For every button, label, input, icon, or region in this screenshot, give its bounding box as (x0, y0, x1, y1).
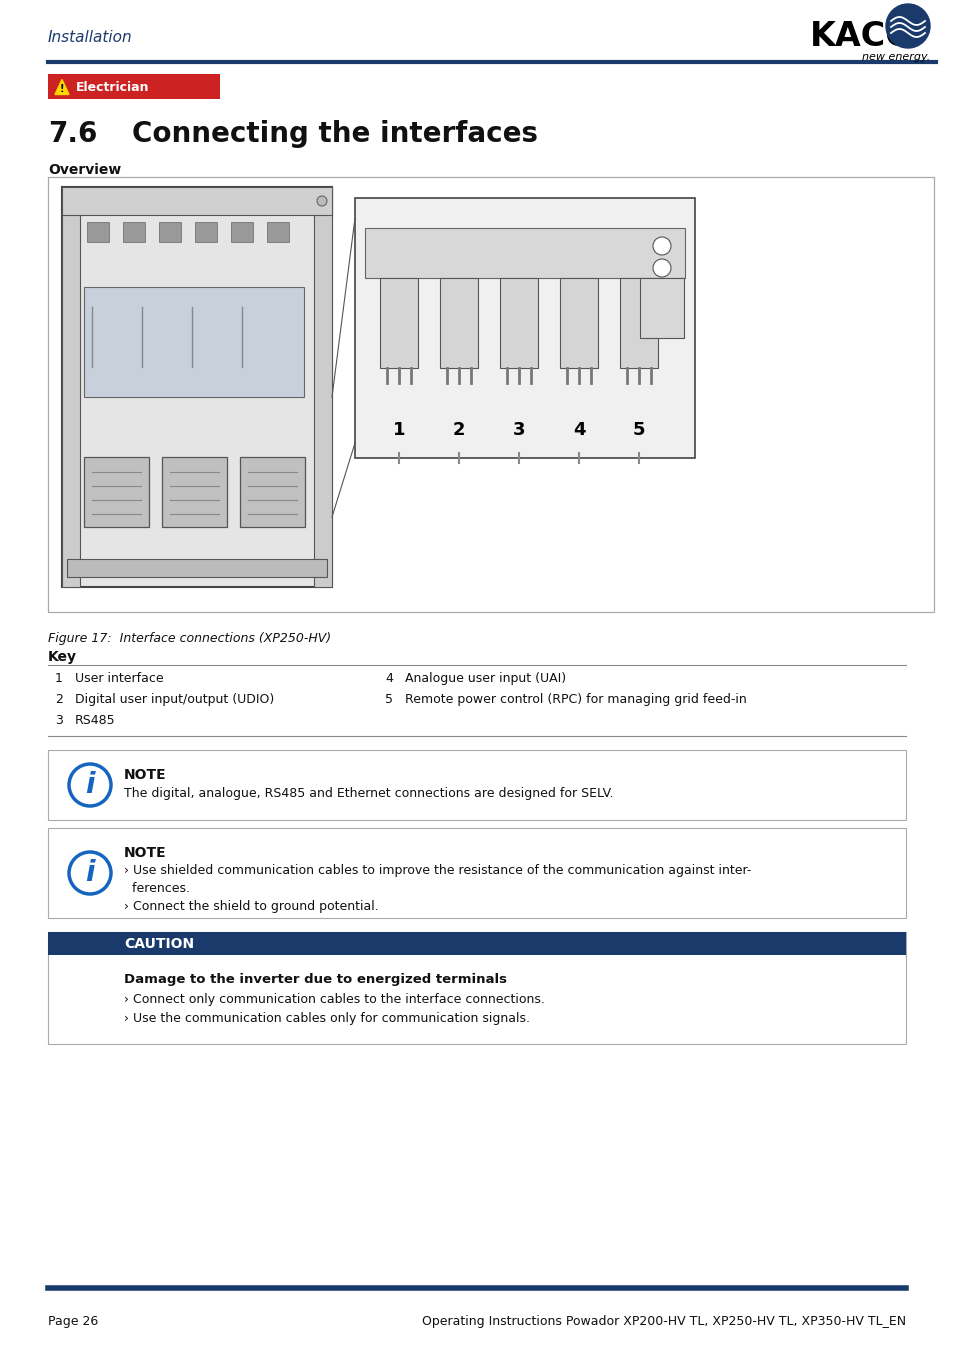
FancyBboxPatch shape (365, 228, 684, 278)
FancyBboxPatch shape (194, 221, 216, 242)
Text: !: ! (60, 84, 64, 93)
FancyBboxPatch shape (48, 931, 905, 1044)
FancyBboxPatch shape (314, 188, 332, 587)
Text: Key: Key (48, 649, 77, 664)
Text: Damage to the inverter due to energized terminals: Damage to the inverter due to energized … (124, 973, 506, 985)
Text: › Use the communication cables only for communication signals.: › Use the communication cables only for … (124, 1012, 530, 1025)
Text: Analogue user input (UAI): Analogue user input (UAI) (405, 672, 565, 684)
FancyBboxPatch shape (62, 188, 332, 215)
FancyBboxPatch shape (355, 198, 695, 458)
FancyBboxPatch shape (48, 177, 933, 612)
FancyBboxPatch shape (559, 278, 598, 369)
FancyBboxPatch shape (267, 221, 289, 242)
Circle shape (69, 852, 111, 894)
Text: 7.6: 7.6 (48, 120, 97, 148)
FancyBboxPatch shape (48, 931, 905, 954)
Text: Electrician: Electrician (76, 81, 150, 95)
Text: i: i (85, 859, 94, 887)
Text: The digital, analogue, RS485 and Ethernet connections are designed for SELV.: The digital, analogue, RS485 and Etherne… (124, 787, 613, 801)
Text: › Connect the shield to ground potential.: › Connect the shield to ground potential… (124, 900, 378, 913)
FancyBboxPatch shape (439, 278, 477, 369)
Text: CAUTION: CAUTION (124, 937, 193, 952)
Text: Figure 17:  Interface connections (XP250-HV): Figure 17: Interface connections (XP250-… (48, 632, 331, 645)
FancyBboxPatch shape (48, 828, 905, 918)
Text: Remote power control (RPC) for managing grid feed-in: Remote power control (RPC) for managing … (405, 693, 746, 706)
Circle shape (69, 764, 111, 806)
Text: Operating Instructions Powador XP200-HV TL, XP250-HV TL, XP350-HV TL_EN: Operating Instructions Powador XP200-HV … (421, 1315, 905, 1328)
Circle shape (652, 238, 670, 255)
Text: 5: 5 (385, 693, 393, 706)
FancyBboxPatch shape (231, 221, 253, 242)
Text: 3: 3 (55, 714, 63, 728)
FancyBboxPatch shape (159, 221, 181, 242)
FancyBboxPatch shape (240, 458, 305, 526)
Text: Installation: Installation (48, 30, 132, 45)
Text: 2: 2 (453, 421, 465, 439)
Text: › Use shielded communication cables to improve the resistance of the communicati: › Use shielded communication cables to i… (124, 864, 751, 878)
FancyBboxPatch shape (62, 188, 332, 587)
Text: Page 26: Page 26 (48, 1315, 98, 1328)
FancyBboxPatch shape (379, 278, 417, 369)
FancyBboxPatch shape (639, 278, 683, 338)
FancyBboxPatch shape (84, 458, 149, 526)
FancyBboxPatch shape (84, 288, 304, 397)
Text: 5: 5 (632, 421, 644, 439)
Text: ferences.: ferences. (124, 882, 190, 895)
Text: NOTE: NOTE (124, 768, 167, 782)
FancyBboxPatch shape (162, 458, 227, 526)
Text: KACO: KACO (809, 20, 914, 53)
Text: NOTE: NOTE (124, 846, 167, 860)
FancyBboxPatch shape (48, 751, 905, 819)
Text: i: i (85, 771, 94, 799)
FancyBboxPatch shape (87, 221, 109, 242)
Text: RS485: RS485 (75, 714, 115, 728)
FancyBboxPatch shape (123, 221, 145, 242)
FancyBboxPatch shape (48, 74, 220, 99)
Text: 4: 4 (572, 421, 584, 439)
Circle shape (885, 4, 929, 49)
Text: 1: 1 (393, 421, 405, 439)
FancyBboxPatch shape (499, 278, 537, 369)
Text: Connecting the interfaces: Connecting the interfaces (132, 120, 537, 148)
Text: 1: 1 (55, 672, 63, 684)
Text: › Connect only communication cables to the interface connections.: › Connect only communication cables to t… (124, 994, 544, 1006)
Text: Digital user input/output (UDIO): Digital user input/output (UDIO) (75, 693, 274, 706)
Text: Overview: Overview (48, 163, 121, 177)
FancyBboxPatch shape (619, 278, 658, 369)
Polygon shape (55, 80, 69, 94)
Circle shape (652, 259, 670, 277)
Circle shape (316, 196, 327, 207)
Text: new energy.: new energy. (861, 53, 929, 62)
Text: 4: 4 (385, 672, 393, 684)
Text: User interface: User interface (75, 672, 164, 684)
Text: 2: 2 (55, 693, 63, 706)
FancyBboxPatch shape (67, 559, 327, 576)
Text: 3: 3 (512, 421, 525, 439)
FancyBboxPatch shape (62, 188, 80, 587)
